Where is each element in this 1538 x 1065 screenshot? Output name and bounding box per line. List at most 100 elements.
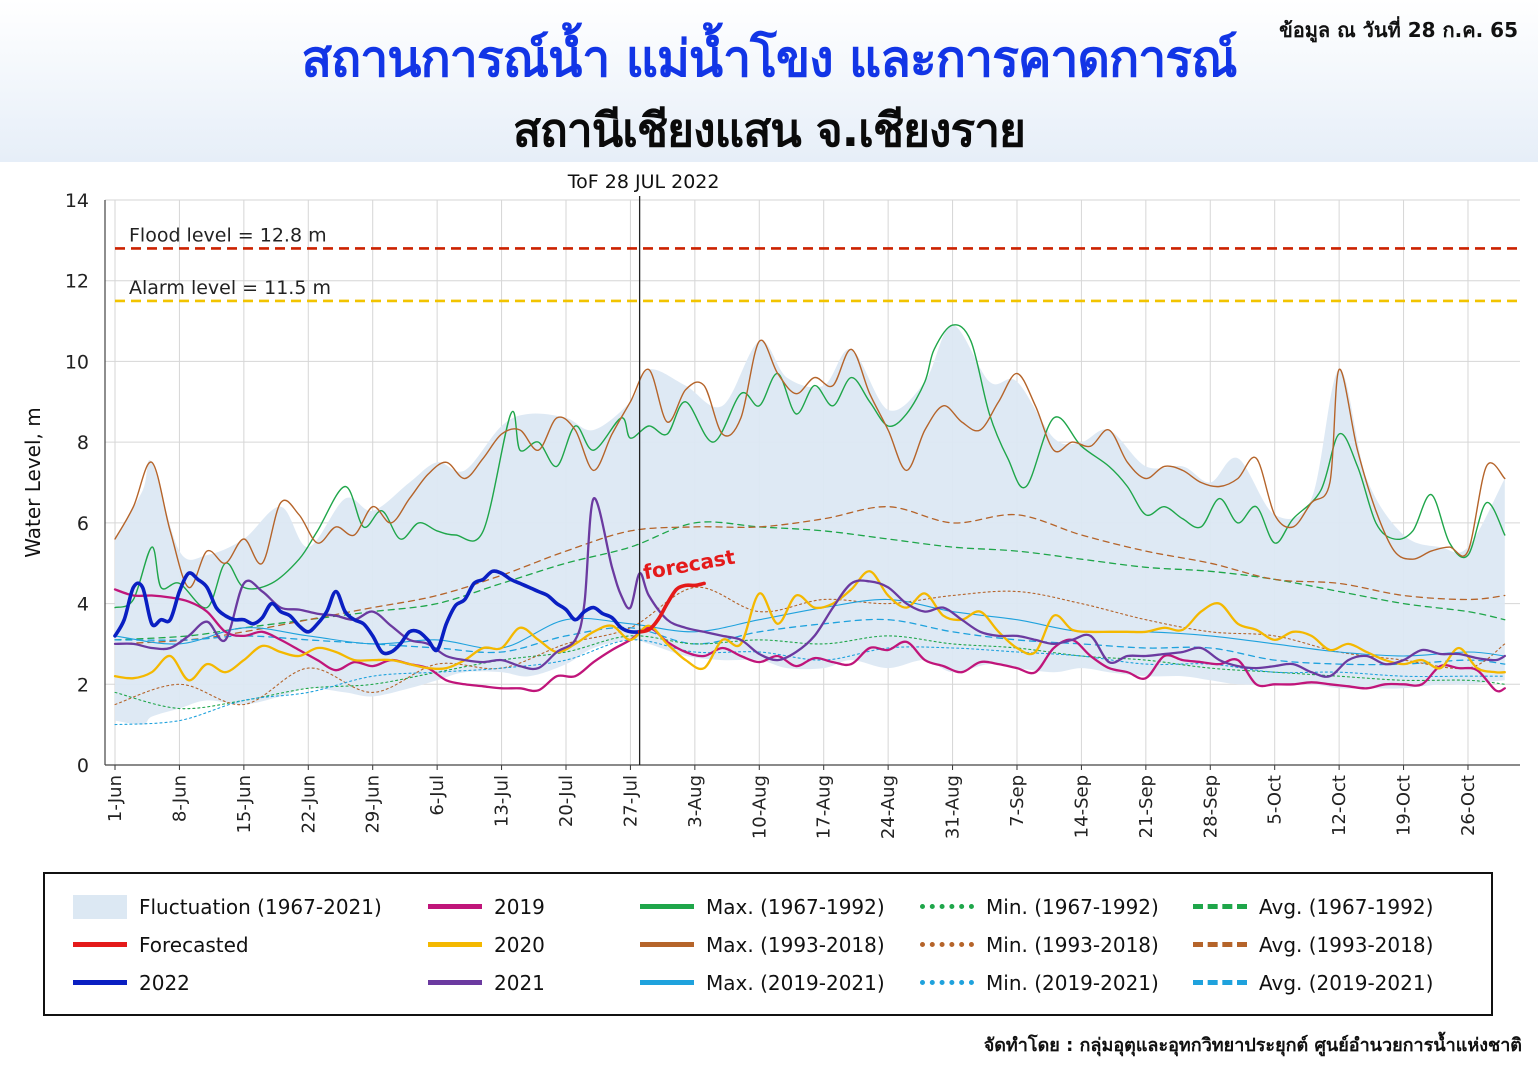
x-tick-label: 29-Jun bbox=[363, 775, 384, 834]
legend-swatch bbox=[640, 971, 694, 995]
legend-label: Avg. (2019-2021) bbox=[1259, 971, 1434, 995]
chart-legend: Fluctuation (1967-2021) 2019 Max. (1967-19… bbox=[43, 872, 1493, 1016]
legend-swatch bbox=[1193, 895, 1247, 919]
legend-label: Forecasted bbox=[139, 933, 249, 957]
legend-swatch bbox=[640, 895, 694, 919]
legend-label: Avg. (1967-1992) bbox=[1259, 895, 1434, 919]
legend-swatch bbox=[428, 971, 482, 995]
series-2020 bbox=[113, 570, 1506, 682]
y-tick-label: 8 bbox=[77, 432, 89, 454]
legend-item: 2020 bbox=[428, 930, 545, 960]
axes-layer: 0 2 4 6 8 10 12 14 1-Jun 8-Jun 15-Jun 22-Jun 29-Jun 6… bbox=[21, 190, 1520, 839]
legend-label: Fluctuation (1967-2021) bbox=[139, 895, 382, 919]
legend-swatch bbox=[1193, 933, 1247, 957]
x-tick-label: 31-Aug bbox=[943, 775, 964, 839]
y-tick-label: 6 bbox=[77, 513, 89, 535]
legend-label: 2021 bbox=[494, 971, 545, 995]
legend-item: Fluctuation (1967-2021) bbox=[73, 892, 382, 922]
series-avg-1993-2018 bbox=[114, 506, 1506, 645]
x-tick-label: 17-Aug bbox=[814, 775, 835, 839]
x-tick-label: 13-Jul bbox=[492, 775, 513, 827]
legend-item: 2019 bbox=[428, 892, 545, 922]
reference-lines-layer: Flood level = 12.8 m Alarm level = 11.5 m bbox=[115, 224, 1520, 303]
flood-level-label: Flood level = 12.8 m bbox=[129, 224, 327, 246]
legend-label: Max. (2019-2021) bbox=[706, 971, 885, 995]
credit-line: จัดทำโดย : กลุ่มอุตุและอุทกวิทยาประยุกต์… bbox=[983, 1035, 1522, 1056]
x-tick-label: 6-Jul bbox=[427, 775, 448, 816]
station-subtitle: สถานีเชียงแสน จ.เชียงราย bbox=[512, 103, 1026, 157]
legend-swatch bbox=[1193, 971, 1247, 995]
legend-item: Forecasted bbox=[73, 930, 249, 960]
y-tick-label: 0 bbox=[77, 755, 89, 777]
legend-label: Max. (1993-2018) bbox=[706, 933, 885, 957]
fluctuation-band-layer bbox=[115, 325, 1505, 725]
legend-item: Min. (1967-1992) bbox=[920, 892, 1159, 922]
y-axis-label: Water Level, m bbox=[21, 407, 45, 557]
x-tick-label: 8-Jun bbox=[169, 775, 190, 822]
legend-swatch bbox=[73, 971, 127, 995]
legend-item: Max. (1993-2018) bbox=[640, 930, 885, 960]
y-tick-label: 12 bbox=[65, 271, 89, 293]
header-band bbox=[0, 0, 1538, 162]
data-date-label: ข้อมูล ณ วันที่ 28 ก.ค. 65 bbox=[1279, 18, 1518, 42]
legend-swatch bbox=[920, 895, 974, 919]
x-tick-label: 3-Aug bbox=[685, 775, 706, 828]
fluctuation-band bbox=[115, 325, 1505, 725]
series-forecasted bbox=[637, 581, 706, 634]
x-tick-label: 24-Aug bbox=[878, 775, 899, 839]
legend-label: Avg. (1993-2018) bbox=[1259, 933, 1434, 957]
legend-item: Min. (1993-2018) bbox=[920, 930, 1159, 960]
legend-item: Avg. (1967-1992) bbox=[1193, 892, 1433, 922]
x-tick-label: 1-Jun bbox=[105, 775, 126, 822]
legend-item: Max. (1967-1992) bbox=[640, 892, 885, 922]
x-tick-label: 26-Oct bbox=[1458, 775, 1479, 836]
legend-swatch bbox=[73, 895, 127, 919]
legend-item: Max. (2019-2021) bbox=[640, 968, 885, 998]
y-tick-label: 4 bbox=[77, 594, 89, 616]
series-2019 bbox=[113, 588, 1506, 693]
legend-swatch bbox=[920, 933, 974, 957]
x-tick-label: 27-Jul bbox=[620, 775, 641, 827]
x-tick-label: 20-Jul bbox=[556, 775, 577, 827]
x-tick-label: 22-Jun bbox=[298, 775, 319, 834]
series-2022 bbox=[113, 569, 642, 656]
legend-item: Min. (2019-2021) bbox=[920, 968, 1159, 998]
y-tick-label: 2 bbox=[77, 674, 89, 696]
x-tick-label: 10-Aug bbox=[749, 775, 770, 839]
legend-swatch bbox=[428, 933, 482, 957]
x-tick-label: 14-Sep bbox=[1071, 775, 1092, 838]
x-tick-label: 19-Oct bbox=[1394, 775, 1415, 836]
series-2021 bbox=[113, 497, 1506, 678]
series-avg-1967-1992 bbox=[114, 521, 1506, 641]
alarm-level-label: Alarm level = 11.5 m bbox=[129, 277, 331, 299]
legend-label: 2020 bbox=[494, 933, 545, 957]
legend-label: Max. (1967-1992) bbox=[706, 895, 885, 919]
x-tick-label: 21-Sep bbox=[1136, 775, 1157, 838]
legend-item: 2021 bbox=[428, 968, 545, 998]
legend-swatch bbox=[920, 971, 974, 995]
y-tick-label: 14 bbox=[65, 190, 89, 212]
legend-swatch bbox=[640, 933, 694, 957]
legend-label: Min. (2019-2021) bbox=[986, 971, 1159, 995]
x-tick-label: 5-Oct bbox=[1265, 775, 1286, 825]
legend-item: Avg. (2019-2021) bbox=[1193, 968, 1433, 998]
legend-item: Avg. (1993-2018) bbox=[1193, 930, 1433, 960]
page-title: สถานการณ์น้ำ แม่น้ำโขง และการคาดการณ์ bbox=[301, 30, 1237, 88]
legend-label: Min. (1993-2018) bbox=[986, 933, 1159, 957]
series-max-1993-2018 bbox=[114, 339, 1506, 589]
series-layer bbox=[113, 324, 1506, 726]
x-tick-label: 28-Sep bbox=[1200, 775, 1221, 838]
y-tick-label: 10 bbox=[65, 351, 89, 373]
legend-item: 2022 bbox=[73, 968, 190, 998]
legend-label: 2022 bbox=[139, 971, 190, 995]
legend-label: Min. (1967-1992) bbox=[986, 895, 1159, 919]
x-tick-label: 7-Sep bbox=[1007, 775, 1028, 827]
x-tick-label: 12-Oct bbox=[1329, 775, 1350, 836]
legend-swatch bbox=[428, 895, 482, 919]
tof-label: ToF 28 JUL 2022 bbox=[567, 171, 720, 193]
x-tick-label: 15-Jun bbox=[234, 775, 255, 834]
series-max-1967-1992 bbox=[114, 324, 1506, 609]
legend-swatch bbox=[73, 933, 127, 957]
legend-label: 2019 bbox=[494, 895, 545, 919]
